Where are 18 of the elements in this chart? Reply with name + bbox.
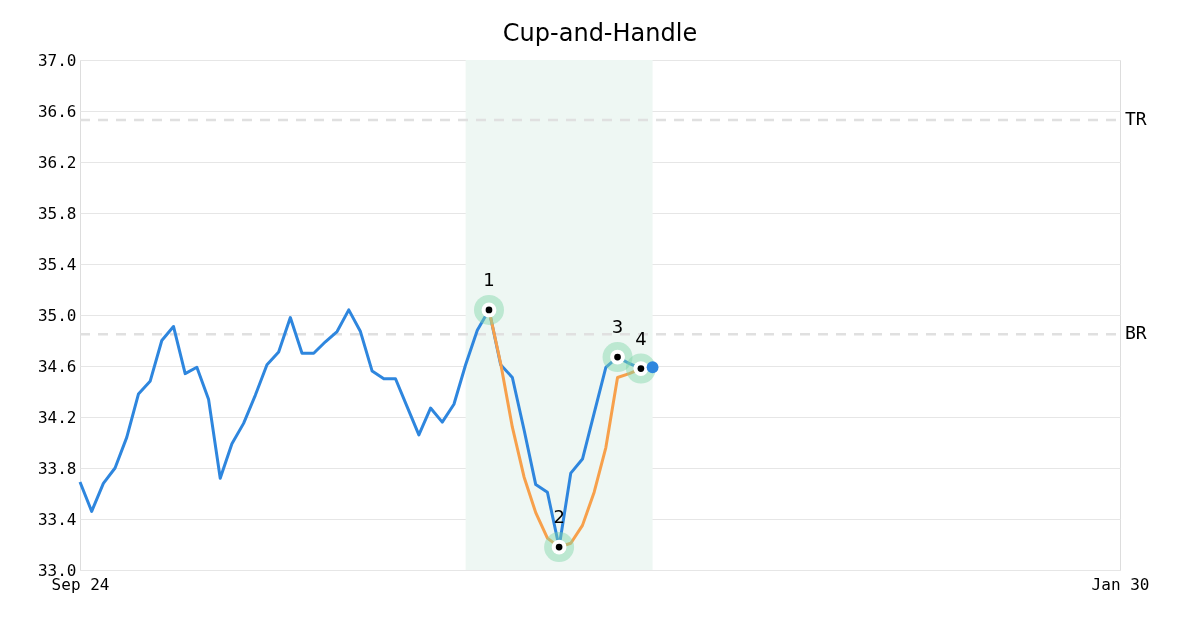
ref-line-label: BR (1125, 322, 1147, 344)
y-tick-label: 35.0 (37, 305, 77, 325)
y-tick-label: 35.8 (37, 203, 77, 223)
point (646, 361, 659, 374)
y-tick-label: 33.4 (37, 509, 77, 529)
y-tick-label: 37.0 (37, 50, 77, 70)
y-tick-label: 36.6 (37, 101, 77, 121)
annotation: 1 (483, 268, 495, 290)
ref-line-label: TR (1125, 107, 1147, 129)
y-tick-label: 33.8 (37, 458, 77, 478)
y-tick-label: 34.2 (37, 407, 77, 427)
y-tick-label: 36.2 (37, 152, 77, 172)
annotation: 4 (635, 327, 647, 349)
y-tick-label: 34.6 (37, 356, 77, 376)
chart-title: Cup-and-Handle (502, 19, 698, 47)
x-tick-label: Jan 30 (1091, 574, 1150, 594)
annotation: 3 (611, 316, 624, 338)
y-tick-label: 35.4 (37, 254, 77, 274)
